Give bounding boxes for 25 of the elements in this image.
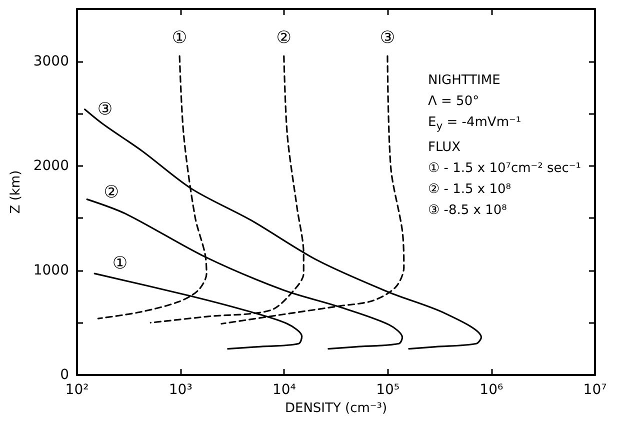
y-tick-label: 0 (60, 367, 69, 383)
annotation: ② - 1.5 x 10⁸ (428, 180, 512, 199)
x-tick-label: 10⁷ (583, 382, 607, 398)
annotation: ③ (380, 28, 396, 48)
annotation: ③ -8.5 x 10⁸ (428, 202, 508, 220)
annotation: ① - 1.5 x 10⁷cm⁻² sec⁻¹ (428, 160, 582, 178)
series-label: ② (104, 182, 119, 202)
annotation: ① (172, 28, 188, 48)
x-tick-label: 10⁴ (272, 382, 296, 398)
series-label: ③ (97, 100, 113, 120)
series-label: ① (112, 253, 128, 274)
y-tick-label: 3000 (33, 53, 69, 70)
y-axis-title: Z (km) (8, 170, 24, 214)
y-tick-label: 2000 (33, 158, 69, 174)
x-axis-title: DENSITY (cm⁻³) (284, 400, 388, 416)
x-tick-label: 10⁶ (480, 382, 504, 398)
annotation: E$_{y}$ = -4mVm⁻¹ (428, 114, 522, 135)
x-tick-label: 10² (65, 382, 89, 398)
x-tick-label: 10⁵ (376, 382, 400, 398)
annotation: Λ = 50° (428, 93, 480, 111)
annotation: ② (276, 28, 292, 48)
annotation: FLUX (428, 138, 462, 157)
x-tick-label: 10³ (168, 382, 192, 398)
y-tick-label: 1000 (33, 262, 69, 278)
annotation: NIGHTTIME (428, 72, 502, 90)
